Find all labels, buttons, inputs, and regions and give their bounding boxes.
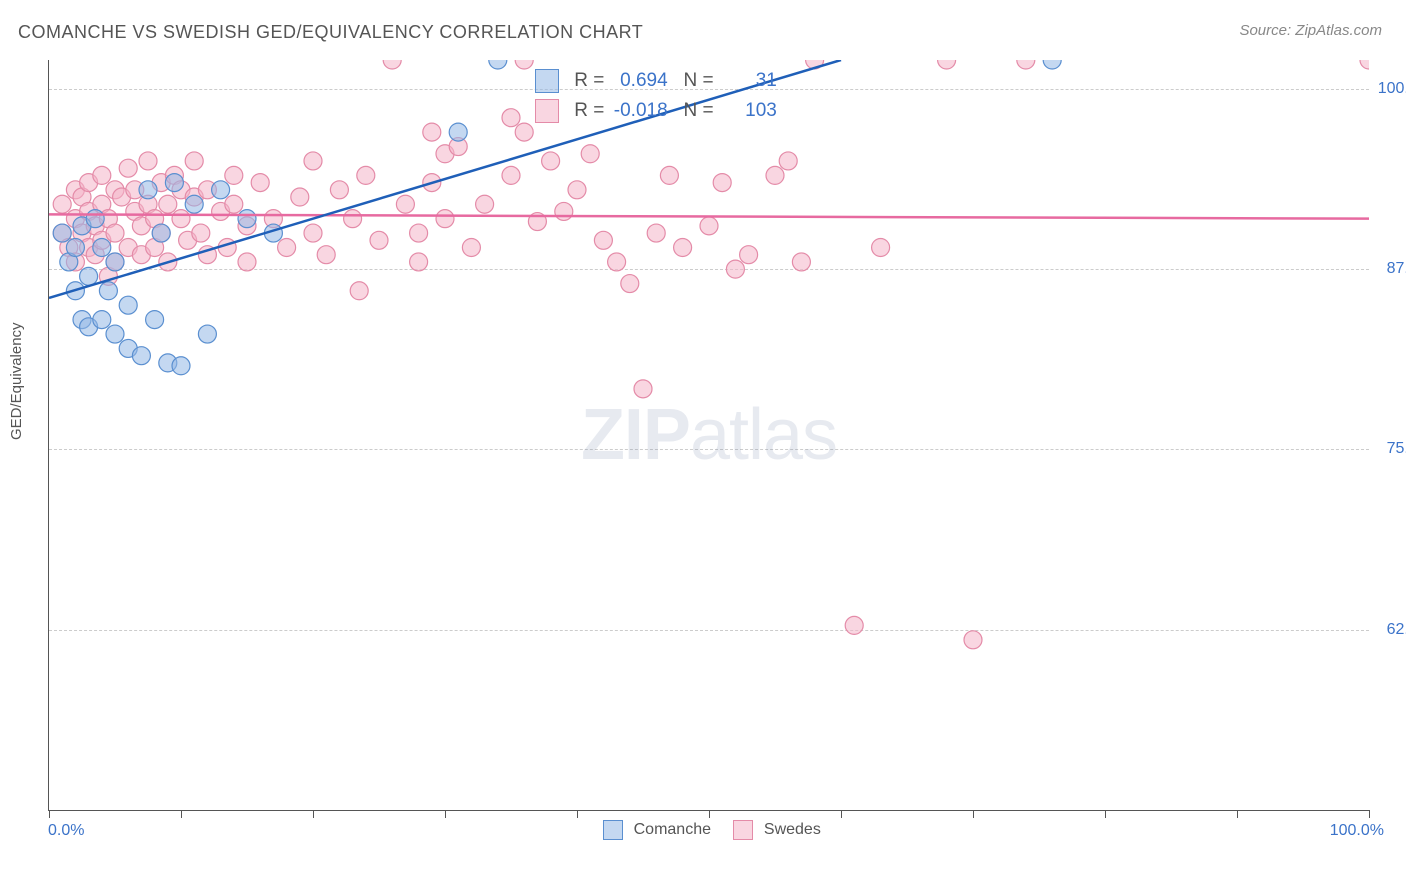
correlation-legend: R = 0.694 N = 31 R = -0.018 N = 103 xyxy=(535,66,777,127)
y-tick-label: 100.0% xyxy=(1372,80,1406,98)
series-legend: Comanche Swedes xyxy=(0,820,1406,840)
x-tick xyxy=(181,810,182,818)
legend-r-comanche: 0.694 xyxy=(610,66,668,96)
legend-label-comanche: Comanche xyxy=(634,821,711,838)
legend-row-comanche: R = 0.694 N = 31 xyxy=(535,66,777,96)
x-tick xyxy=(973,810,974,818)
x-tick xyxy=(577,810,578,818)
x-tick xyxy=(313,810,314,818)
x-tick xyxy=(841,810,842,818)
legend-label-swedes: Swedes xyxy=(764,821,821,838)
legend-swatch-comanche xyxy=(535,69,559,93)
legend-r-swedes: -0.018 xyxy=(610,96,668,126)
y-tick-label: 62.5% xyxy=(1372,621,1406,639)
legend-n-comanche: 31 xyxy=(719,66,777,96)
chart-plot-area: ZIPatlas R = 0.694 N = 31 R = -0.018 N =… xyxy=(48,60,1369,811)
x-tick xyxy=(1369,810,1370,818)
legend-swatch-swedes-bottom xyxy=(733,820,753,840)
x-tick xyxy=(1105,810,1106,818)
x-tick xyxy=(49,810,50,818)
legend-row-swedes: R = -0.018 N = 103 xyxy=(535,96,777,126)
x-tick xyxy=(1237,810,1238,818)
scatter-svg xyxy=(49,60,1369,810)
legend-swatch-comanche-bottom xyxy=(603,820,623,840)
source-attribution: Source: ZipAtlas.com xyxy=(1239,22,1382,39)
x-tick xyxy=(709,810,710,818)
y-tick-label: 75.0% xyxy=(1372,440,1406,458)
y-tick-label: 87.5% xyxy=(1372,260,1406,278)
x-tick xyxy=(445,810,446,818)
chart-title: COMANCHE VS SWEDISH GED/EQUIVALENCY CORR… xyxy=(18,22,643,43)
legend-n-swedes: 103 xyxy=(719,96,777,126)
legend-swatch-swedes xyxy=(535,99,559,123)
y-axis-label: GED/Equivalency xyxy=(8,322,25,440)
